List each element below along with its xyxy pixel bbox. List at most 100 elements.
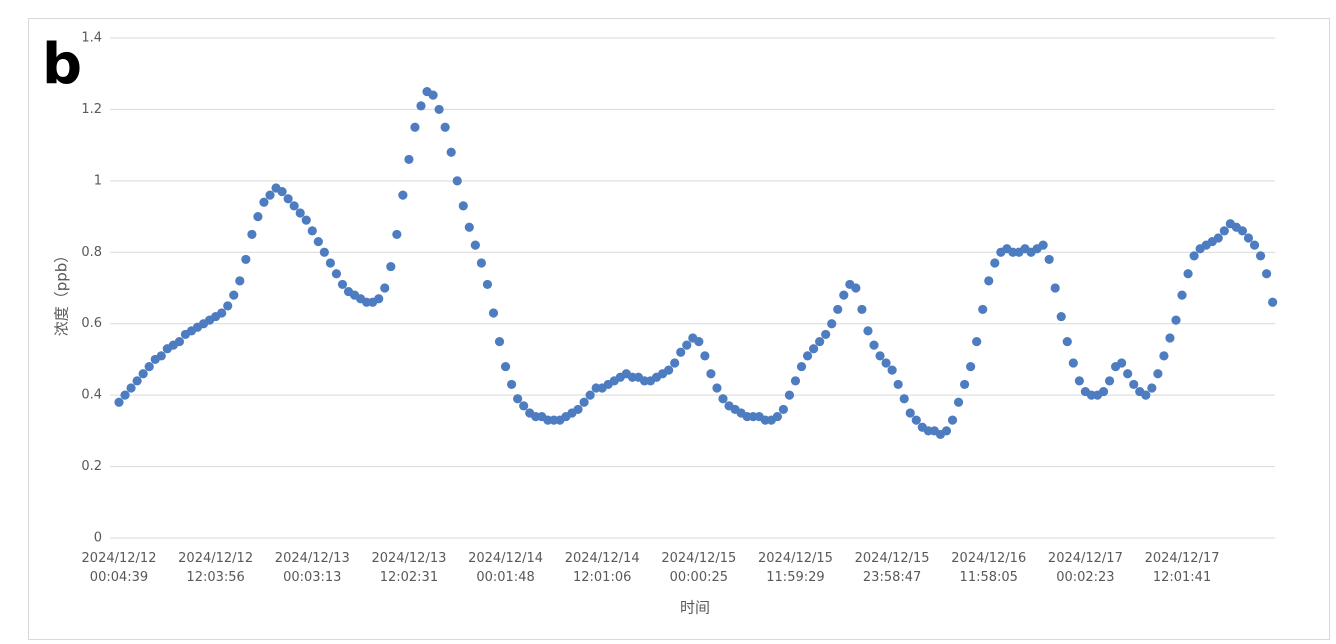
data-point [706, 369, 716, 379]
data-point [772, 411, 782, 422]
data-point [1044, 254, 1054, 265]
data-point [784, 390, 795, 400]
data-point [899, 394, 909, 404]
data-point [488, 308, 499, 318]
data-point [827, 319, 837, 329]
data-point [217, 308, 227, 318]
data-point [1062, 336, 1072, 347]
data-point [1249, 240, 1260, 250]
data-point [331, 269, 342, 279]
data-point [519, 401, 529, 411]
data-point [953, 397, 964, 407]
data-point [579, 397, 589, 407]
data-point [452, 176, 462, 186]
data-point [718, 394, 728, 404]
data-point [1123, 369, 1133, 379]
data-point [682, 340, 692, 350]
data-point [404, 154, 414, 165]
data-point [947, 415, 958, 425]
data-point [881, 358, 891, 368]
y-tick-label: 1 [94, 173, 102, 188]
data-point [700, 351, 710, 361]
y-tick-label: 1.4 [81, 31, 102, 46]
data-point [1177, 290, 1187, 300]
x-axis-title: 时间 [680, 599, 710, 617]
data-point [573, 404, 583, 415]
data-point [470, 240, 480, 250]
data-point [283, 194, 293, 204]
data-point [289, 201, 299, 211]
x-tick-label: 2024/12/17 00:02:23 [1047, 551, 1123, 585]
data-point [1141, 390, 1151, 400]
data-point [1219, 226, 1229, 236]
x-tick-label: 2024/12/15 00:00:25 [661, 551, 737, 585]
data-point [869, 340, 879, 350]
x-tick-label: 2024/12/12 12:03:56 [178, 551, 254, 585]
data-point [416, 101, 426, 111]
data-point [694, 336, 704, 347]
data-point [1068, 358, 1078, 368]
data-point [911, 415, 921, 425]
data-point [670, 358, 680, 368]
data-point [1147, 383, 1157, 393]
data-point [458, 201, 468, 211]
data-point [398, 190, 408, 200]
data-point [1159, 351, 1169, 361]
data-point [507, 379, 517, 390]
data-point [265, 190, 275, 200]
y-tick-label: 0.4 [81, 388, 102, 403]
data-point [144, 361, 154, 372]
data-point [156, 351, 166, 361]
data-point [796, 361, 807, 372]
data-point [990, 258, 1000, 268]
y-tick-label: 1.2 [81, 102, 102, 117]
data-point [380, 283, 390, 293]
data-point [833, 304, 843, 315]
data-point [126, 383, 136, 393]
data-point [319, 247, 329, 257]
data-point [138, 369, 148, 379]
data-point [972, 336, 982, 347]
chart-frame [28, 18, 1330, 640]
data-point [235, 276, 245, 286]
data-point [386, 261, 396, 272]
data-point [1255, 251, 1266, 261]
y-axis-title: 浓度（ppb） [53, 248, 71, 337]
data-point [1237, 226, 1248, 236]
data-point [500, 361, 511, 372]
data-point [428, 90, 438, 100]
x-tick-label: 2024/12/13 12:02:31 [371, 551, 447, 585]
data-point [857, 304, 867, 315]
data-point [1098, 386, 1109, 397]
data-point [941, 426, 952, 436]
data-point [1183, 269, 1193, 279]
data-point [875, 351, 885, 361]
data-point [809, 344, 819, 354]
data-point [712, 383, 722, 393]
data-point [325, 258, 335, 268]
y-tick-label: 0.6 [81, 316, 102, 331]
x-tick-label: 2024/12/13 00:03:13 [274, 551, 350, 585]
data-point [1104, 376, 1115, 386]
data-point [664, 365, 674, 375]
x-tick-label: 2024/12/12 00:04:39 [81, 551, 157, 585]
data-point [174, 336, 184, 347]
data-point [253, 211, 263, 222]
data-point [778, 404, 789, 415]
data-point [440, 122, 450, 132]
data-point [301, 215, 311, 225]
data-point [1129, 379, 1139, 390]
data-point [1268, 297, 1278, 307]
data-point [241, 254, 251, 265]
data-point [410, 122, 420, 132]
data-point [1074, 376, 1084, 386]
data-point [313, 236, 323, 247]
data-point [1243, 233, 1254, 243]
x-tick-label: 2024/12/15 23:58:47 [854, 551, 930, 585]
data-point [815, 336, 825, 347]
data-point [893, 379, 903, 390]
data-point [1153, 369, 1163, 379]
data-point [337, 279, 348, 290]
data-point [1262, 269, 1272, 279]
